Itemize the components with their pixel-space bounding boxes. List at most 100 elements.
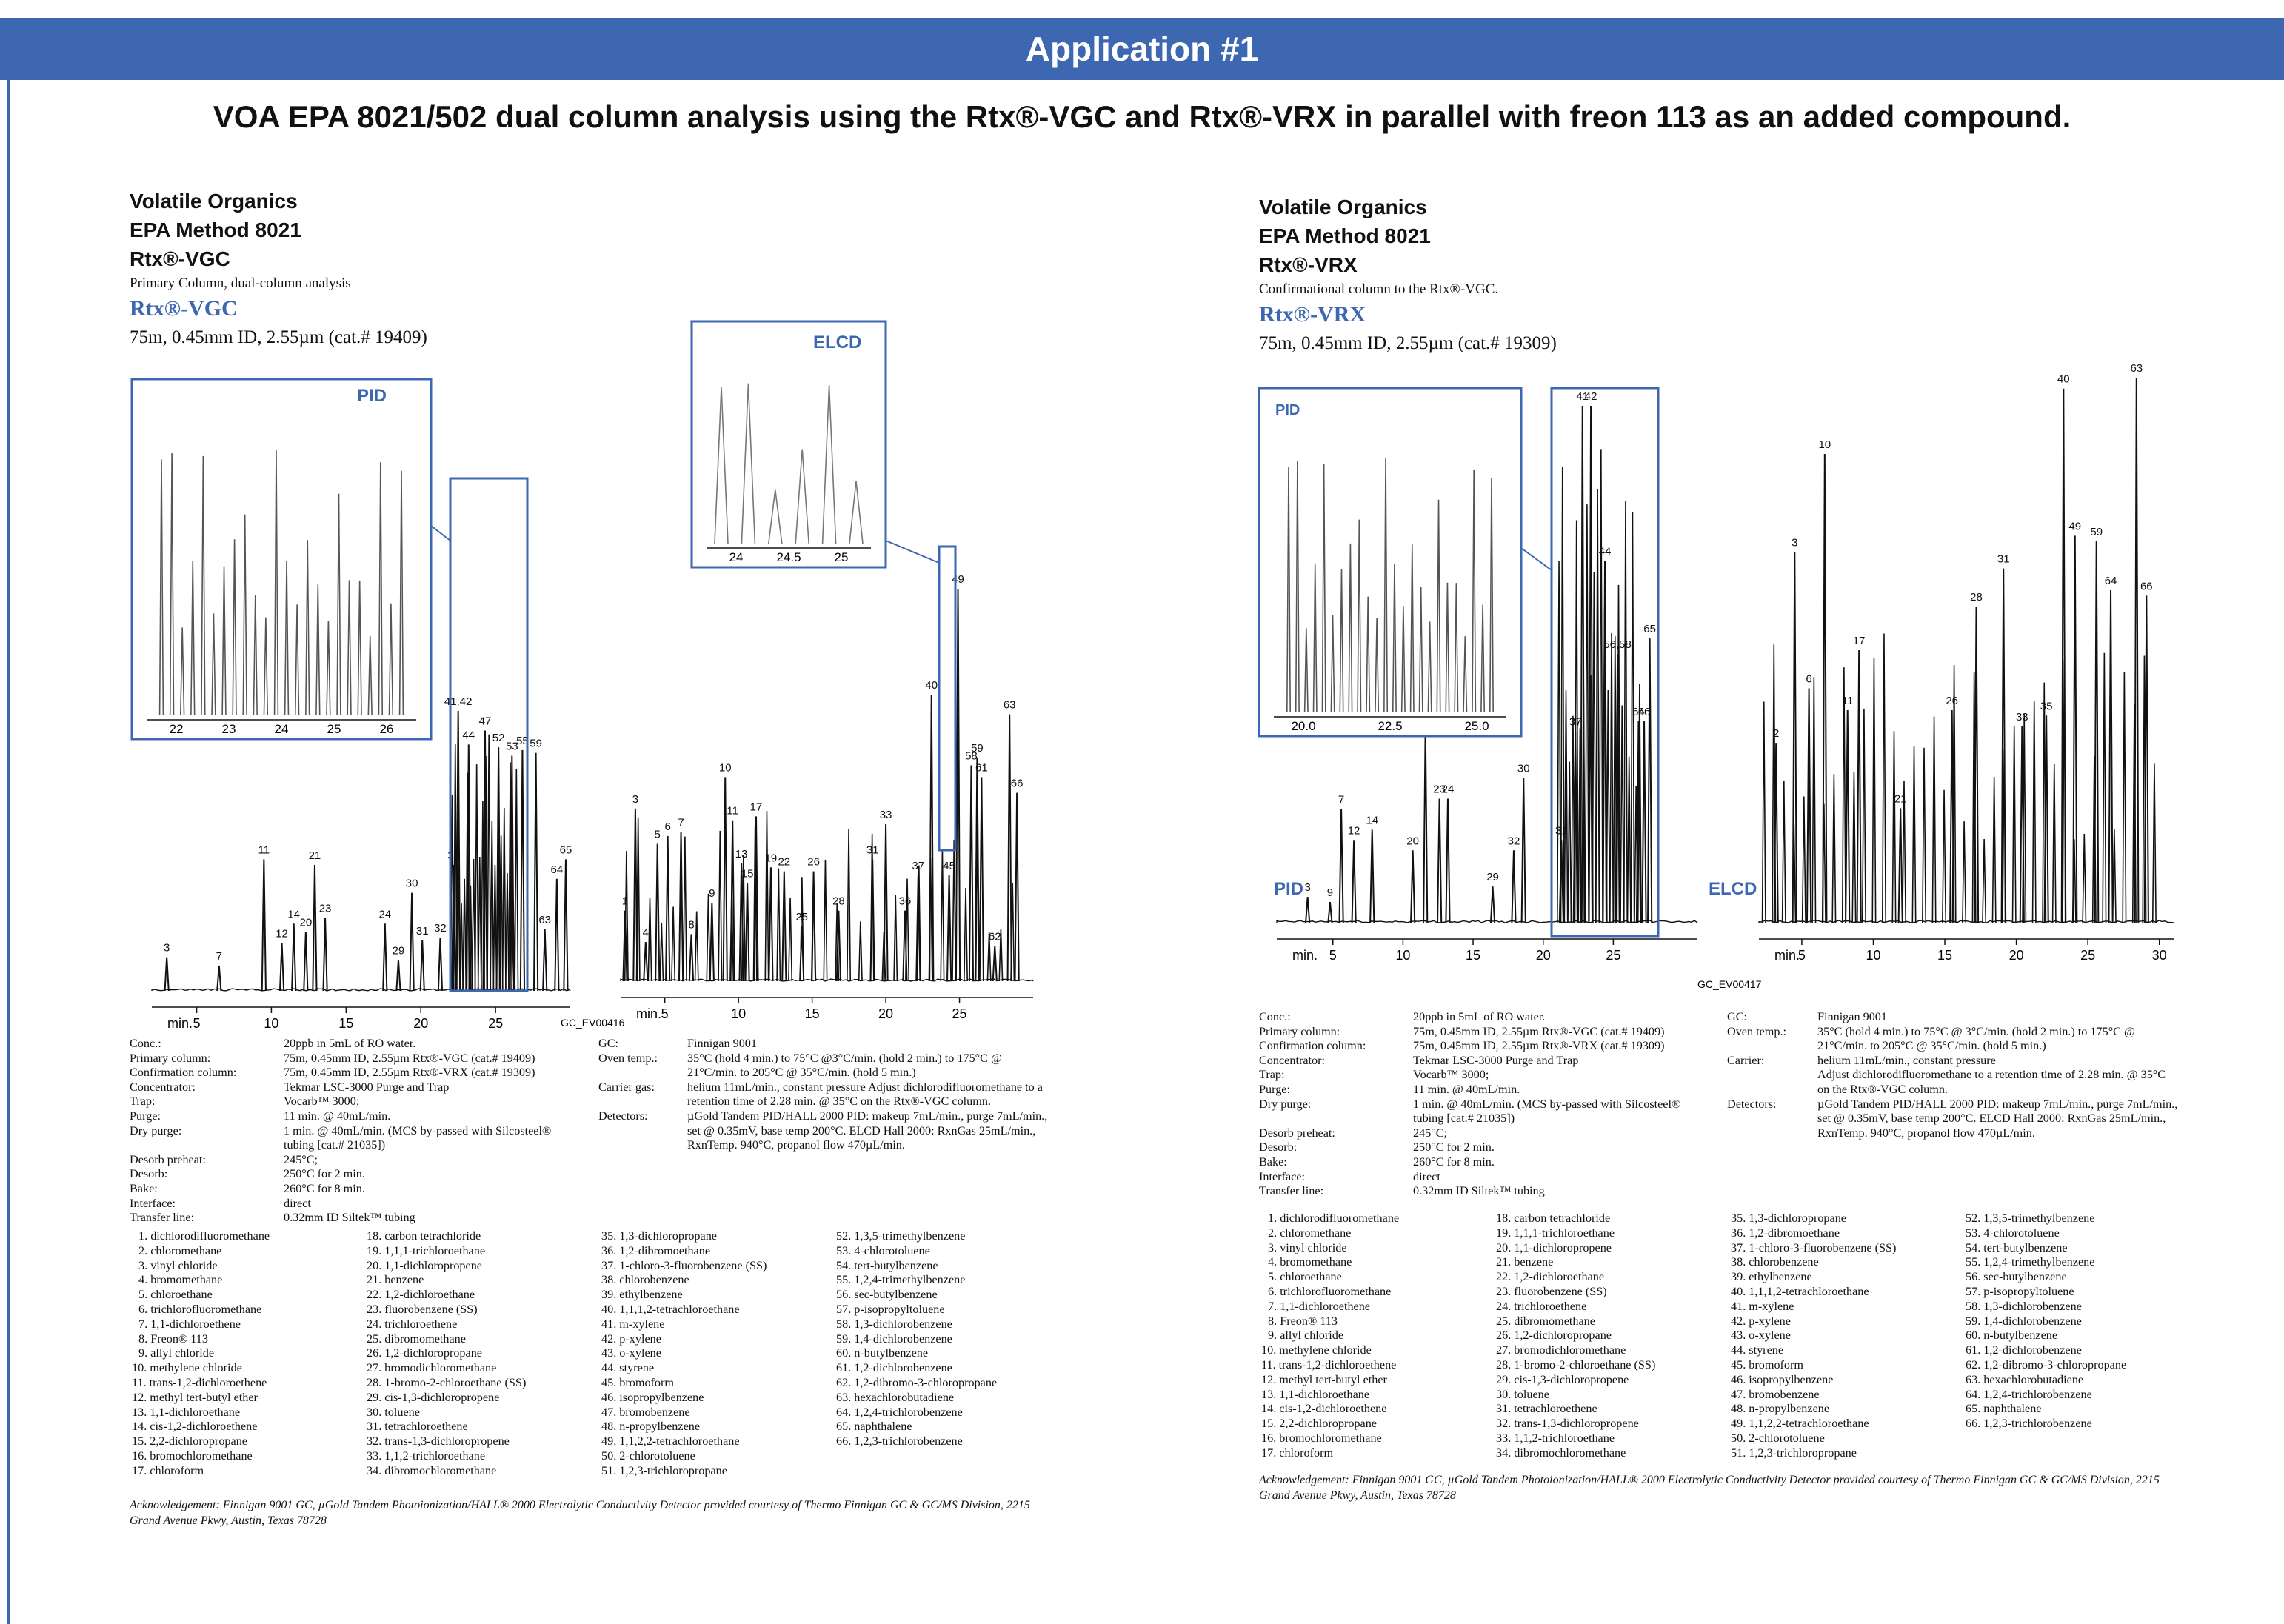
- left-elcd-peak-1: [622, 910, 628, 982]
- left-elcd-peak-label: 62: [989, 930, 1001, 943]
- right-pid-inset-peak: [1445, 582, 1450, 713]
- left-elcd-peak-45: [946, 875, 952, 982]
- condition-key: Confirmation column:: [130, 1066, 237, 1080]
- right-pid-peak-label: 44: [1599, 545, 1612, 558]
- compound-item: 28. 1-bromo-2-chloroethane (SS): [1496, 1357, 1656, 1371]
- compound-item: 35. 1,3-dichloropropane: [1731, 1212, 1846, 1225]
- left-pid-inset-peak: [347, 580, 352, 716]
- left-elcd-peak-label: 22: [778, 856, 790, 869]
- left-pid-minor-peak: [465, 772, 470, 992]
- right-pid-peak-label: 24: [1442, 783, 1455, 795]
- right-pid-zoom-box: [1550, 387, 1660, 938]
- condition-value: 1 min. @ 40mL/min. (MCS by-passed with S…: [284, 1123, 552, 1152]
- left-elcd-peak-label: 63: [1004, 699, 1016, 712]
- condition-row: GC: Finnigan 9001: [1727, 1010, 2179, 1025]
- compound-item: 56. sec-butylbenzene: [836, 1288, 938, 1302]
- condition-value: 11 min. @ 40mL/min.: [1413, 1082, 1520, 1096]
- right-header-line-2: EPA Method 8021: [1259, 224, 1431, 247]
- condition-key: Primary column:: [1259, 1024, 1340, 1038]
- compound-item: 58. 1,3-dichlorobenzene: [836, 1317, 952, 1331]
- compound-item: 6. trichlorofluoromethane: [1268, 1284, 1392, 1298]
- left-column-name: Rtx®-VGC: [130, 296, 238, 321]
- right-pid-peak-23: [1437, 798, 1443, 923]
- left-elcd-peak-36: [902, 910, 908, 982]
- compound-item: 66. 1,2,3-trichlorobenzene: [836, 1434, 963, 1448]
- left-elcd-peak-label: 61: [975, 761, 988, 774]
- compound-item: 62. 1,2-dibromo-3-chloropropane: [836, 1375, 998, 1389]
- condition-value: Adjust dichlorodifluoromethane to a rete…: [1817, 1068, 2166, 1096]
- right-elcd-tick-label: 10: [1866, 948, 1880, 963]
- left-elcd-peak-label: 17: [750, 801, 763, 813]
- compound-item: 6. trichlorofluoromethane: [138, 1302, 262, 1316]
- left-elcd-peak-label: 58: [965, 750, 978, 763]
- right-pid-peak-12: [1351, 840, 1357, 923]
- right-figure-code: GC_EV00417: [1697, 978, 1762, 990]
- left-elcd-tick-label: 10: [731, 1006, 746, 1021]
- right-pid-inset-peak: [1348, 543, 1353, 713]
- compound-item: 30. toluene: [1496, 1387, 1549, 1401]
- left-elcd-peak-label: 9: [709, 887, 715, 900]
- condition-key: Transfer line:: [1259, 1184, 1324, 1198]
- right-elcd-peak-label: 3: [1792, 537, 1797, 549]
- left-pid-peak-64: [554, 878, 560, 992]
- compound-item: 61. 1,2-dichlorobenzene: [1966, 1343, 2082, 1357]
- compound-item: 38. chlorobenzene: [601, 1273, 689, 1287]
- left-elcd-peak-58: [968, 765, 975, 982]
- compound-item: 31. tetrachloroethene: [1496, 1402, 1597, 1416]
- condition-key: GC:: [598, 1037, 618, 1050]
- left-pid-peak-label: 7: [216, 950, 222, 963]
- left-pid-peak-29: [395, 960, 401, 992]
- condition-key: [1727, 1068, 1817, 1097]
- left-elcd-peak-13: [738, 863, 744, 982]
- compound-column: 52. 1,3,5-trimethylbenzene 53. 4-chloroto…: [1966, 1212, 2126, 1431]
- left-pid-inset-peak: [378, 462, 384, 716]
- compound-item: 7. 1,1-dichloroethene: [1268, 1299, 1370, 1313]
- left-elcd-zoom-box: [938, 545, 957, 852]
- condition-key: Interface:: [1259, 1169, 1305, 1183]
- left-pid-peak-label: 29: [393, 944, 405, 957]
- compound-item: 8. Freon® 113: [1268, 1314, 1338, 1328]
- right-elcd-minor-peak: [1761, 701, 1766, 923]
- condition-row: Oven temp.: 35°C (hold 4 min.) to 75°C @ …: [1727, 1025, 2179, 1054]
- right-pid-inset-peak: [1366, 596, 1371, 713]
- left-pid-minor-peak: [501, 807, 507, 992]
- right-elcd-peak-11: [1845, 709, 1851, 923]
- condition-row: Purge: 11 min. @ 40mL/min.: [130, 1109, 574, 1124]
- right-pid-inset-peak: [1472, 469, 1477, 713]
- left-elcd-peak-label: 59: [971, 742, 984, 755]
- compound-item: 44. styrene: [601, 1361, 655, 1375]
- right-pid-peak-64: [1635, 721, 1642, 923]
- left-pid-inset-peak: [398, 470, 404, 716]
- right-pid-peak-37: [1572, 731, 1578, 923]
- left-pid-inset-tick-label: 22: [170, 722, 184, 736]
- right-pid-peak-label: 29: [1486, 871, 1499, 883]
- condition-value: 250°C for 2 min.: [1413, 1140, 1495, 1154]
- right-pid-inset-peak: [1427, 621, 1432, 713]
- compound-item: 2. chloromethane: [1268, 1226, 1352, 1240]
- left-elcd-peak-label: 11: [727, 805, 738, 818]
- left-elcd-peak-33: [883, 823, 889, 982]
- right-elcd-tick-label: 30: [2152, 948, 2167, 963]
- compound-item: 36. 1,2-dibromoethane: [601, 1243, 710, 1257]
- right-pid-peak-29: [1489, 886, 1496, 923]
- compound-item: 1. dichlorodifluoromethane: [1268, 1212, 1400, 1225]
- left-elcd-peak-19: [768, 867, 774, 982]
- compound-item: 61. 1,2-dichlorobenzene: [836, 1361, 952, 1375]
- left-pid-peak-label: 63: [538, 914, 551, 926]
- left-elcd-peak-label: 33: [880, 809, 892, 821]
- compound-item: 2. chloromethane: [138, 1243, 222, 1257]
- condition-row: Dry purge: 1 min. @ 40mL/min. (MCS by-pas…: [1259, 1097, 1703, 1126]
- compound-item: 33. 1,1,2-trichloroethane: [367, 1448, 486, 1463]
- left-elcd-inset-tick-label: 25: [835, 550, 849, 564]
- left-elcd-peak-66: [1014, 792, 1020, 982]
- compound-item: 52. 1,3,5-trimethylbenzene: [1966, 1212, 2095, 1225]
- left-pid-peak-14: [291, 923, 297, 992]
- left-elcd-peak-label: 28: [832, 895, 845, 908]
- condition-value: 75m, 0.45mm ID, 2.55µm Rtx®-VGC (cat.# 1…: [1413, 1024, 1665, 1038]
- condition-row: Bake: 260°C for 8 min.: [1259, 1155, 1703, 1170]
- right-pid-inset-peak: [1489, 478, 1494, 713]
- right-elcd-minor-peak: [1991, 776, 1997, 923]
- condition-key: Dry purge:: [130, 1123, 182, 1137]
- right-pid-peak-label: 41: [1576, 390, 1589, 403]
- left-elcd-inset-peak: [795, 449, 809, 544]
